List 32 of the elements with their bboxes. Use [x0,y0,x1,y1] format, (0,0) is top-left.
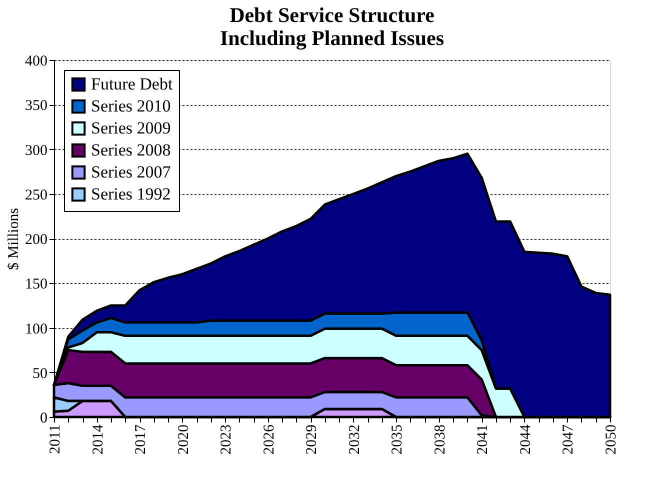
x-tick-label: 2035 [390,424,406,454]
x-tick-label: 2023 [218,424,235,454]
x-tick-label: 2014 [90,424,106,454]
x-tick-label: 2017 [133,424,150,454]
x-tick-label: 2032 [346,424,363,454]
y-tick-label: 300 [25,142,48,159]
y-tick-label: 0 [40,410,48,426]
text: Debt Service Structure [230,3,434,27]
text: Including Planned Issues [220,26,444,50]
legend-label: Series 2007 [91,162,172,182]
x-tick-label: 2020 [176,424,192,454]
legend-label: Series 2010 [91,96,171,116]
legend-label: Series 2008 [91,140,171,160]
legend-label: Series 2009 [91,118,171,138]
y-tick-label: 400 [25,54,48,70]
y-tick-label: 350 [25,98,48,114]
y-axis-title: $ Millions [6,208,22,270]
x-tick-label: 2044 [518,424,534,454]
x-tick-label: 2029 [304,424,320,454]
x-tick-label: 2050 [604,424,620,454]
legend-label: Series 1992 [91,184,171,204]
y-tick-label: 250 [25,187,48,204]
legend-label: Future Debt [91,74,173,94]
y-tick-label: 150 [25,276,48,293]
y-tick-label: 100 [25,321,48,338]
x-tick-label: 2038 [432,424,448,454]
x-tick-label: 2011 [48,424,64,454]
y-tick-label: 50 [32,366,48,382]
x-tick-label: 2041 [475,424,492,454]
x-tick-label: 2026 [261,424,278,454]
y-tick-label: 200 [25,232,48,248]
x-tick-label: 2047 [560,424,577,454]
